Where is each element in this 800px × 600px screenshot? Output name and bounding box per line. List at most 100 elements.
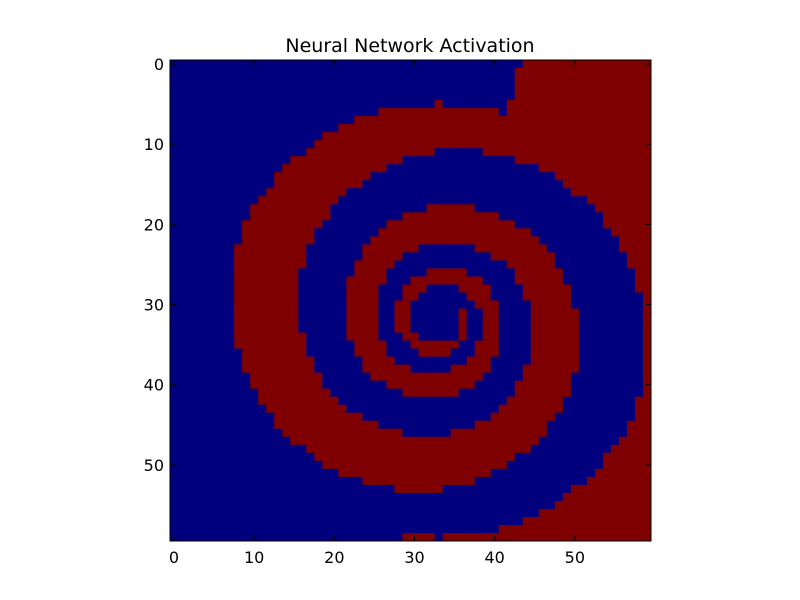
- heatmap-cell: [426, 420, 435, 430]
- heatmap-cell: [562, 76, 572, 85]
- heatmap-cell: [194, 132, 203, 141]
- heatmap-cell: [386, 268, 395, 277]
- heatmap-cell: [242, 476, 251, 486]
- heatmap-cell: [242, 172, 251, 181]
- heatmap-cell: [626, 492, 636, 502]
- heatmap-cell: [274, 396, 283, 406]
- heatmap-cell: [642, 388, 652, 398]
- heatmap-cell: [426, 324, 435, 333]
- heatmap-cell: [226, 84, 235, 93]
- heatmap-cell: [386, 420, 395, 430]
- heatmap-cell: [498, 444, 508, 454]
- heatmap-cell: [426, 524, 435, 534]
- heatmap-cell: [402, 476, 411, 486]
- heatmap-cell: [626, 356, 636, 366]
- heatmap-cell: [618, 316, 628, 325]
- heatmap-cell: [290, 76, 299, 85]
- heatmap-cell: [322, 148, 331, 157]
- heatmap-cell: [506, 236, 516, 245]
- heatmap-cell: [186, 164, 195, 173]
- heatmap-cell: [282, 484, 291, 494]
- heatmap-cell: [258, 84, 267, 93]
- heatmap-cell: [562, 348, 572, 358]
- heatmap-cell: [570, 92, 580, 101]
- heatmap-cell: [626, 220, 636, 229]
- heatmap-cell: [274, 124, 283, 133]
- heatmap-cell: [474, 420, 484, 430]
- heatmap-cell: [186, 276, 195, 285]
- heatmap-cell: [538, 76, 548, 85]
- heatmap-cell: [442, 524, 451, 534]
- heatmap-cell: [610, 492, 620, 502]
- heatmap-cell: [562, 284, 572, 293]
- heatmap-cell: [410, 132, 419, 141]
- heatmap-cell: [418, 420, 427, 430]
- heatmap-cell: [474, 332, 484, 341]
- heatmap-cell: [594, 468, 604, 478]
- heatmap-cell: [642, 532, 652, 542]
- heatmap-cell: [218, 316, 227, 325]
- heatmap-cell: [570, 468, 580, 478]
- heatmap-cell: [234, 380, 243, 390]
- heatmap-cells: [170, 60, 652, 542]
- heatmap-cell: [322, 516, 331, 526]
- heatmap-cell: [442, 332, 451, 341]
- heatmap-cell: [586, 452, 596, 462]
- heatmap-cell: [226, 508, 235, 518]
- heatmap-cell: [546, 412, 556, 422]
- heatmap-cell: [178, 60, 187, 69]
- heatmap-cell: [490, 76, 500, 85]
- heatmap-cell: [578, 412, 588, 422]
- heatmap-cell: [306, 268, 315, 277]
- heatmap-cell: [218, 228, 227, 237]
- heatmap-cell: [450, 172, 459, 181]
- heatmap-cell: [490, 380, 500, 390]
- heatmap-cell: [610, 356, 620, 366]
- heatmap-cell: [402, 532, 411, 542]
- heatmap-cell: [642, 324, 652, 333]
- heatmap-cell: [450, 244, 459, 253]
- heatmap-cell: [242, 316, 251, 325]
- heatmap-cell: [210, 404, 219, 414]
- heatmap-cell: [426, 180, 435, 189]
- heatmap-cell: [554, 420, 564, 430]
- heatmap-cell: [298, 396, 307, 406]
- heatmap-cell: [250, 388, 259, 398]
- heatmap-cell: [226, 252, 235, 261]
- heatmap-cell: [586, 228, 596, 237]
- heatmap-cell: [578, 324, 588, 333]
- heatmap-cell: [426, 364, 435, 374]
- heatmap-cell: [314, 76, 323, 85]
- heatmap-cell: [562, 252, 572, 261]
- heatmap-cell: [418, 140, 427, 149]
- heatmap-cell: [530, 508, 540, 518]
- heatmap-cell: [346, 460, 355, 470]
- heatmap-cell: [450, 100, 459, 109]
- heatmap-cell: [322, 372, 331, 382]
- heatmap-cell: [274, 340, 283, 349]
- heatmap-cell: [298, 508, 307, 518]
- heatmap-cell: [330, 524, 339, 534]
- heatmap-cell: [306, 436, 315, 446]
- heatmap-cell: [602, 388, 612, 398]
- heatmap-cell: [234, 164, 243, 173]
- heatmap-cell: [594, 132, 604, 141]
- heatmap-cell: [370, 188, 379, 197]
- heatmap-cell: [186, 108, 195, 117]
- heatmap-cell: [602, 116, 612, 125]
- heatmap-cell: [410, 468, 419, 478]
- heatmap-cell: [586, 180, 596, 189]
- heatmap-cell: [194, 268, 203, 277]
- heatmap-cell: [522, 268, 532, 277]
- heatmap-cell: [290, 220, 299, 229]
- heatmap-cell: [482, 420, 492, 430]
- heatmap-cell: [186, 252, 195, 261]
- heatmap-cell: [410, 348, 419, 358]
- heatmap-cell: [386, 140, 395, 149]
- heatmap-cell: [554, 124, 564, 133]
- heatmap-cell: [554, 300, 564, 309]
- heatmap-cell: [498, 148, 508, 157]
- heatmap-cell: [594, 124, 604, 133]
- heatmap-cell: [562, 452, 572, 462]
- heatmap-cell: [306, 116, 315, 125]
